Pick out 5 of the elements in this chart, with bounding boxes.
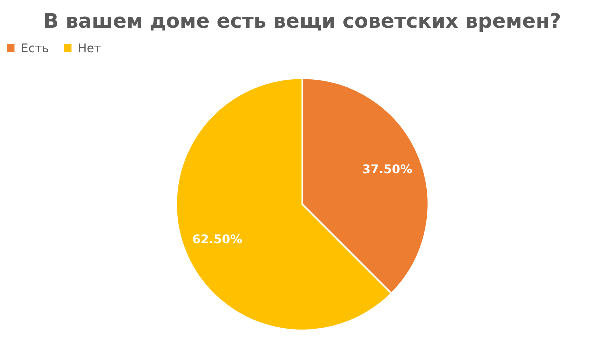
data-label: 37.50% xyxy=(362,162,412,176)
legend-label: Нет xyxy=(78,41,102,56)
chart-title: В вашем доме есть вещи советских времен? xyxy=(44,9,562,33)
legend-label: Есть xyxy=(21,41,50,56)
data-label: 62.50% xyxy=(192,232,242,247)
